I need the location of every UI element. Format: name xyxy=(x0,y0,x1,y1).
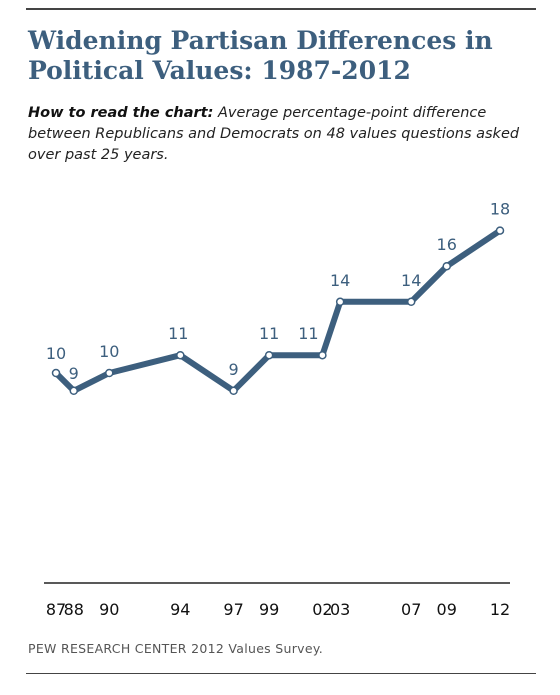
chart-title: Widening Partisan Differences in Politic… xyxy=(28,26,538,86)
title-line-2: Political Values: 1987-2012 xyxy=(28,56,411,85)
data-point xyxy=(176,350,185,360)
data-point xyxy=(495,226,505,235)
x-tick-label: 90 xyxy=(99,600,119,619)
data-point xyxy=(442,261,451,271)
data-label: 11 xyxy=(298,324,318,343)
x-tick-label: 09 xyxy=(437,600,457,619)
bottom-rule xyxy=(26,673,536,674)
x-tick-label: 94 xyxy=(170,600,190,619)
data-point xyxy=(229,386,238,396)
x-tick-label: 88 xyxy=(64,600,84,619)
series-line xyxy=(53,227,503,394)
subtitle-lead: How to read the chart: xyxy=(28,105,214,121)
subtitle-text: Average percentage-point difference betw… xyxy=(28,105,520,163)
data-point xyxy=(51,368,61,378)
data-point xyxy=(69,386,79,396)
x-tick-label: 87 xyxy=(46,600,66,619)
data-point xyxy=(105,368,114,378)
data-point xyxy=(335,297,345,307)
x-tick-label: 02 xyxy=(312,600,332,619)
data-label: 14 xyxy=(330,271,350,290)
chart-subtitle: How to read the chart: Average percentag… xyxy=(28,103,538,166)
data-label: 9 xyxy=(69,364,79,383)
data-label: 11 xyxy=(168,324,188,343)
data-label: 10 xyxy=(46,344,66,363)
x-tick-label: 99 xyxy=(259,600,279,619)
data-point xyxy=(406,297,416,307)
x-tick-label: 97 xyxy=(223,600,243,619)
x-tick-label: 03 xyxy=(330,600,350,619)
data-label: 11 xyxy=(259,324,279,343)
data-label: 9 xyxy=(229,360,239,379)
title-line-1: Widening Partisan Differences in xyxy=(28,26,493,55)
data-label: 14 xyxy=(401,271,421,290)
data-point xyxy=(264,350,274,360)
x-tick-label: 12 xyxy=(490,600,510,619)
x-tick-label: 07 xyxy=(401,600,421,619)
source-note: PEW RESEARCH CENTER 2012 Values Survey. xyxy=(28,641,324,656)
top-rule xyxy=(26,8,536,10)
data-point xyxy=(318,350,327,360)
data-label: 18 xyxy=(490,200,510,219)
data-label: 10 xyxy=(99,342,119,361)
data-label: 16 xyxy=(437,235,457,254)
